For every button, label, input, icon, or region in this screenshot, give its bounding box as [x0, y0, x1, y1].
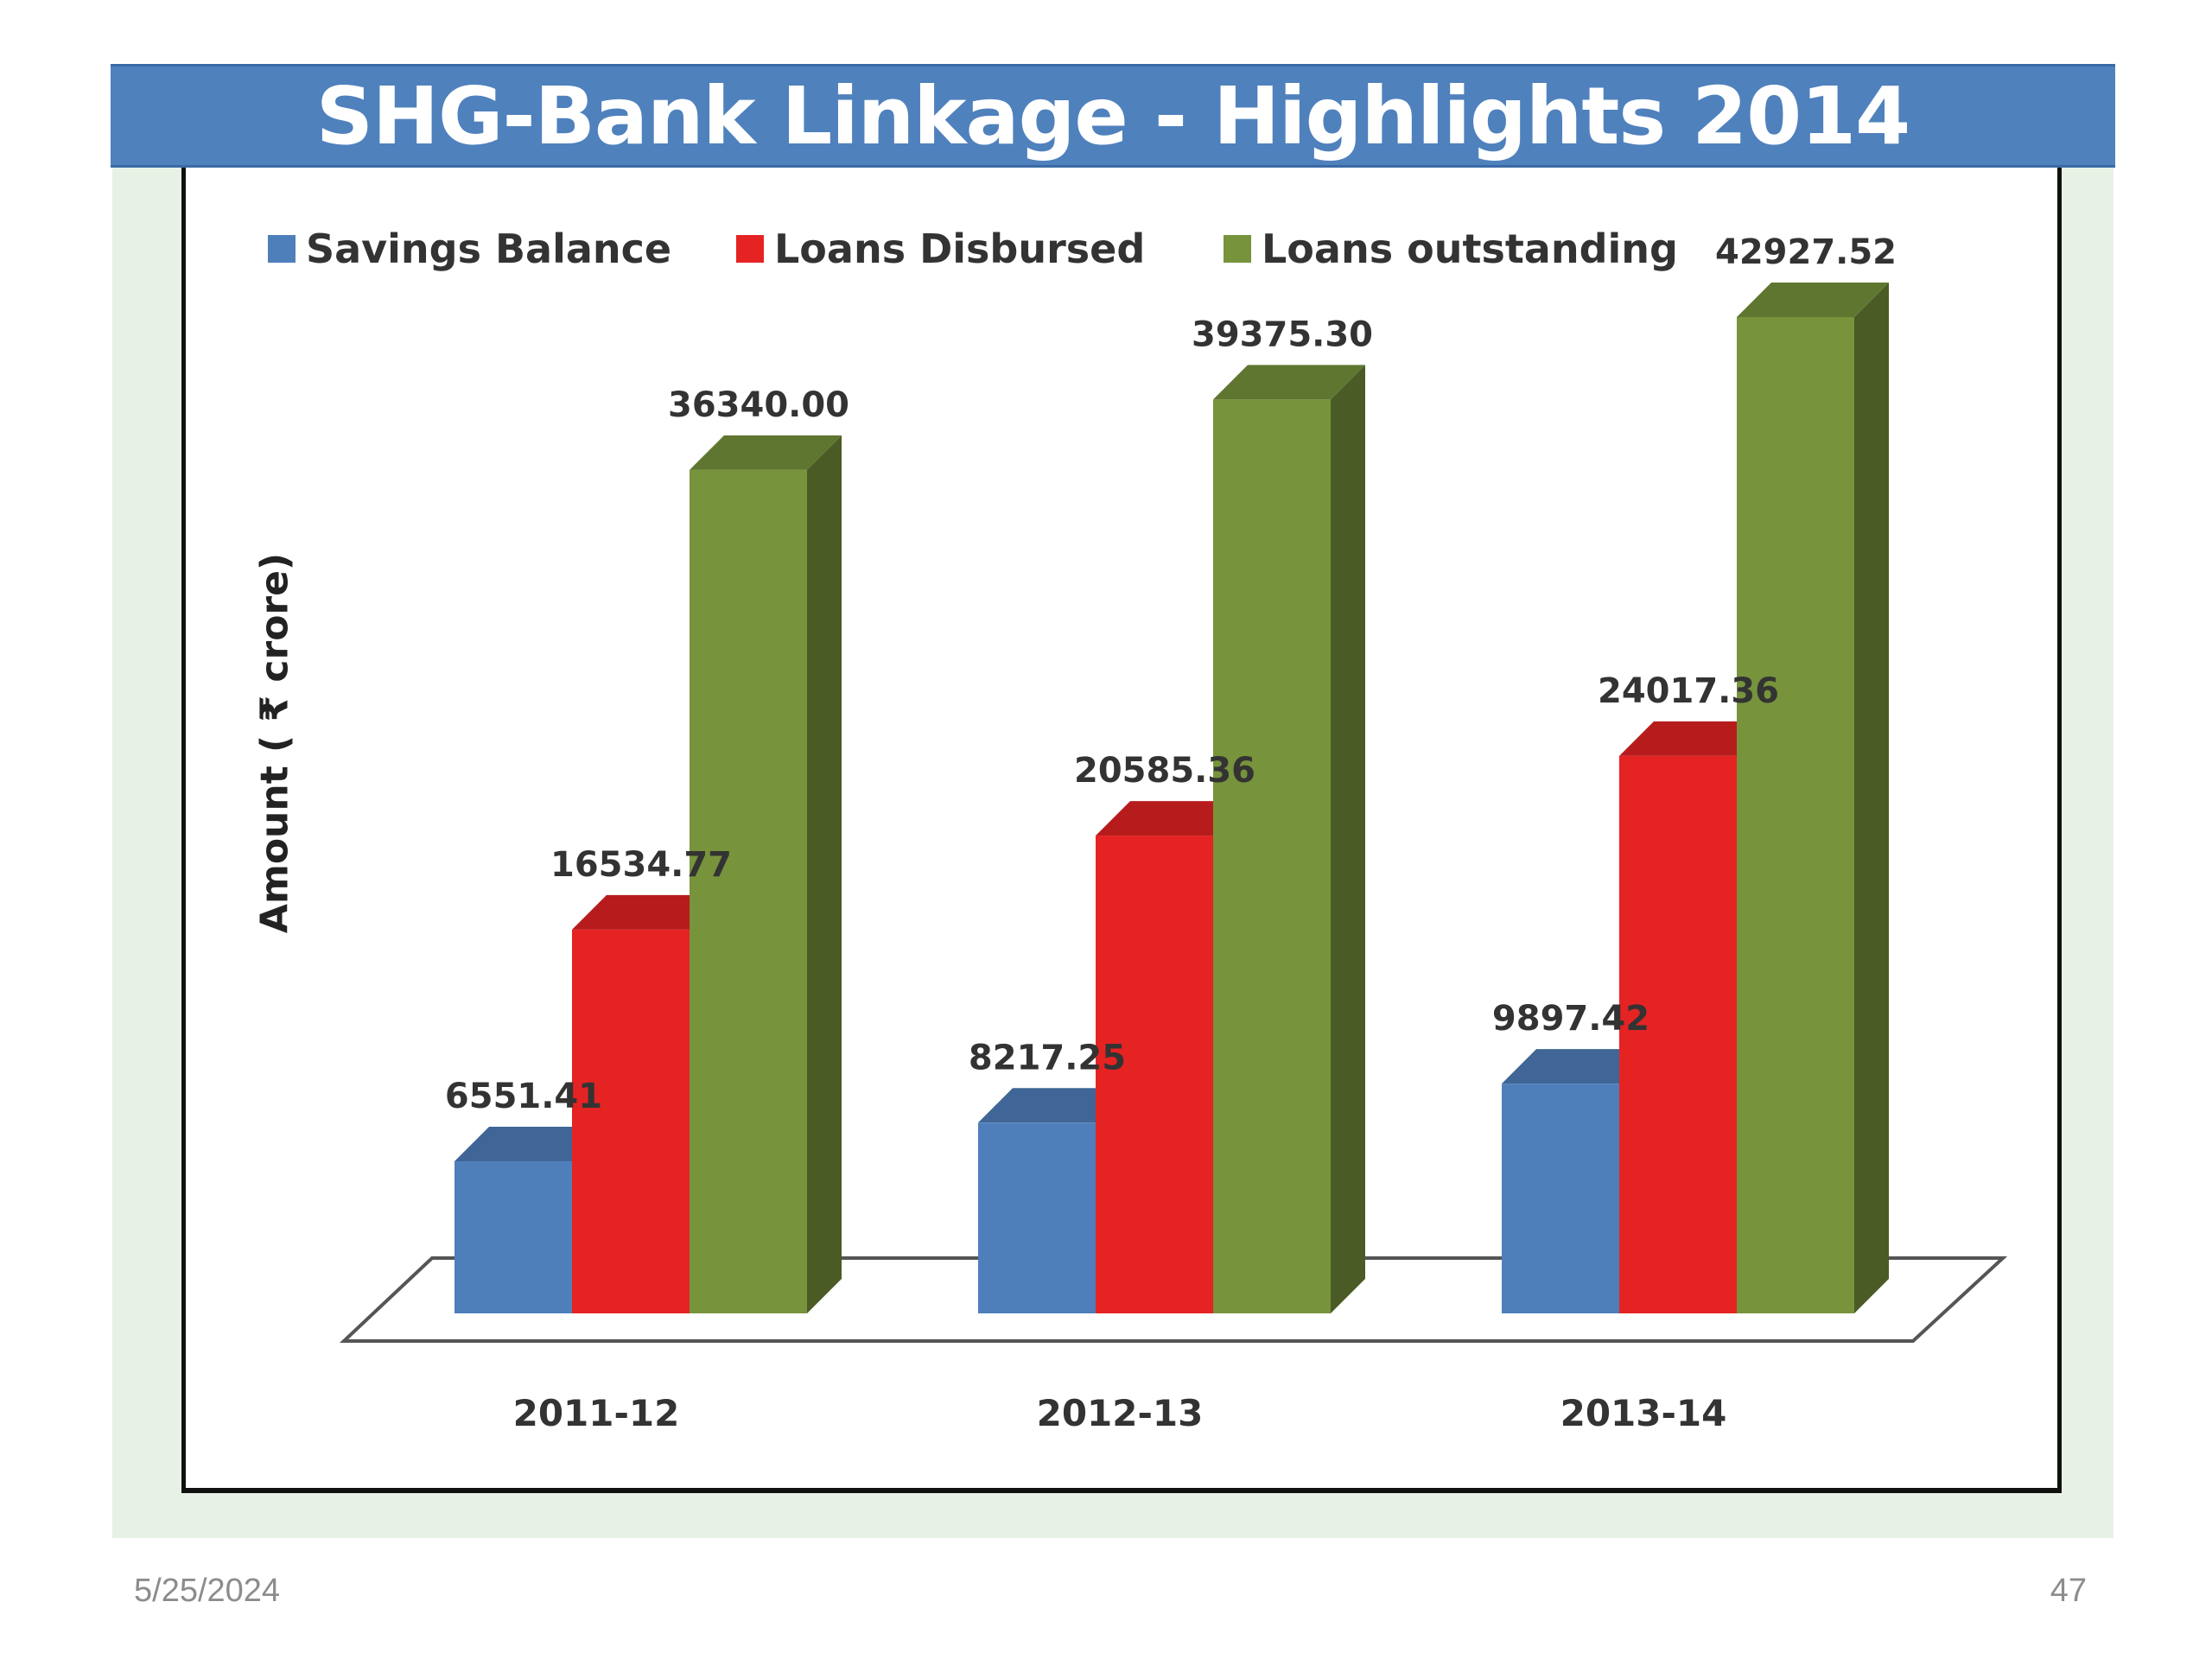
bar-savings-balance-2012-13 [978, 1122, 1096, 1313]
labels-layer: 6551.41 16534.77 36340.00 2011-12 8217.25 205… [445, 232, 1897, 1434]
data-label: 24017.36 [1598, 671, 1779, 711]
category-label: 2012-13 [1037, 1392, 1204, 1434]
y-axis-label: Amount ( ₹ crore) [252, 552, 297, 934]
bar-top-loans-outstanding-2011-12 [690, 435, 842, 470]
data-label: 16534.77 [550, 845, 732, 885]
title-bar: SHG-Bank Linkage - Highlights 2014 [111, 64, 2115, 168]
footer-date: 5/25/2024 [134, 1573, 281, 1609]
category-label: 2011-12 [513, 1392, 680, 1434]
slide-title: SHG-Bank Linkage - Highlights 2014 [315, 69, 1910, 162]
bar-savings-balance-2011-12 [454, 1161, 572, 1313]
category-label: 2013-14 [1560, 1392, 1727, 1434]
legend-swatch-loans-outstanding [1224, 235, 1251, 263]
legend-label: Savings Balance [306, 226, 672, 272]
bar-side-loans-outstanding-2012-13 [1331, 365, 1365, 1314]
bar-top-loans-disbursed-2011-12 [572, 894, 724, 930]
legend-swatch-savings-balance [268, 235, 296, 263]
legend-label: Loans Disbursed [774, 226, 1146, 272]
bar-side-loans-outstanding-2011-12 [807, 435, 842, 1313]
bar-loans-disbursed-2012-13 [1096, 836, 1213, 1313]
bar-loans-disbursed-2011-12 [572, 929, 690, 1313]
bar-top-savings-balance-2012-13 [978, 1088, 1130, 1123]
data-label: 42927.52 [1715, 232, 1897, 272]
bar-top-loans-disbursed-2012-13 [1096, 801, 1248, 836]
legend-label: Loans outstanding [1262, 226, 1678, 272]
bar-loans-outstanding-2011-12 [690, 469, 807, 1313]
legend-swatch-loans-disbursed [736, 235, 764, 263]
bar-savings-balance-2013-14 [1502, 1084, 1619, 1313]
bar-side-loans-outstanding-2013-14 [1854, 282, 1889, 1314]
bar-loans-disbursed-2013-14 [1619, 755, 1737, 1313]
data-label: 39375.30 [1192, 315, 1373, 354]
data-label: 20585.36 [1074, 751, 1255, 791]
legend-item-loans-outstanding: Loans outstanding [1224, 223, 1678, 275]
data-label: 9897.42 [1492, 999, 1649, 1039]
bars-layer [454, 282, 1889, 1314]
legend-item-loans-disbursed: Loans Disbursed [736, 223, 1145, 275]
bar-loans-outstanding-2013-14 [1737, 316, 1854, 1314]
bar-top-savings-balance-2011-12 [454, 1127, 607, 1162]
bar-top-loans-disbursed-2013-14 [1619, 721, 1771, 756]
data-label: 8217.25 [969, 1038, 1126, 1077]
data-label: 6551.41 [445, 1077, 602, 1116]
legend-item-savings-balance: Savings Balance [268, 223, 671, 275]
data-label: 36340.00 [668, 385, 849, 425]
page-number: 47 [2050, 1573, 2087, 1609]
bar-top-loans-outstanding-2013-14 [1737, 282, 1889, 317]
bar-loans-outstanding-2012-13 [1213, 399, 1331, 1314]
bar-top-loans-outstanding-2012-13 [1213, 365, 1365, 400]
bar-top-savings-balance-2013-14 [1502, 1049, 1654, 1084]
